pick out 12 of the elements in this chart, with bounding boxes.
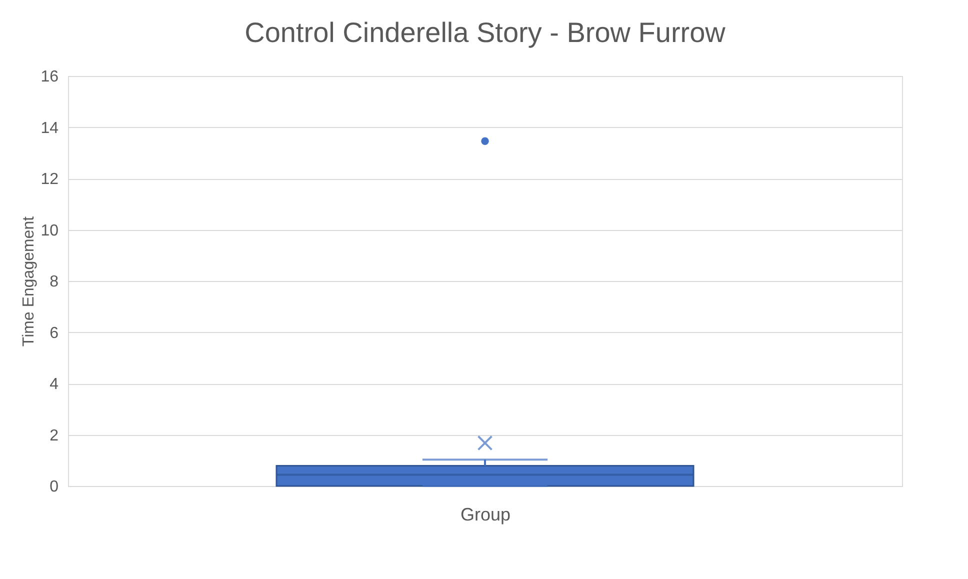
y-tick-label: 10 bbox=[40, 222, 59, 240]
y-axis-title: Time Engagement bbox=[20, 216, 38, 347]
y-tick-label: 0 bbox=[50, 478, 59, 496]
y-tick-label: 12 bbox=[40, 171, 59, 188]
x-axis-title: Group bbox=[460, 504, 511, 524]
y-tick-label: 6 bbox=[50, 324, 59, 342]
y-tick-label: 14 bbox=[40, 120, 59, 137]
y-tick-label: 2 bbox=[50, 427, 59, 444]
y-tick-label: 8 bbox=[50, 274, 59, 290]
y-tick-label: 4 bbox=[50, 376, 59, 393]
chart-title: Control Cinderella Story - Brow Furrow bbox=[244, 17, 726, 48]
y-tick-label: 16 bbox=[40, 68, 59, 86]
